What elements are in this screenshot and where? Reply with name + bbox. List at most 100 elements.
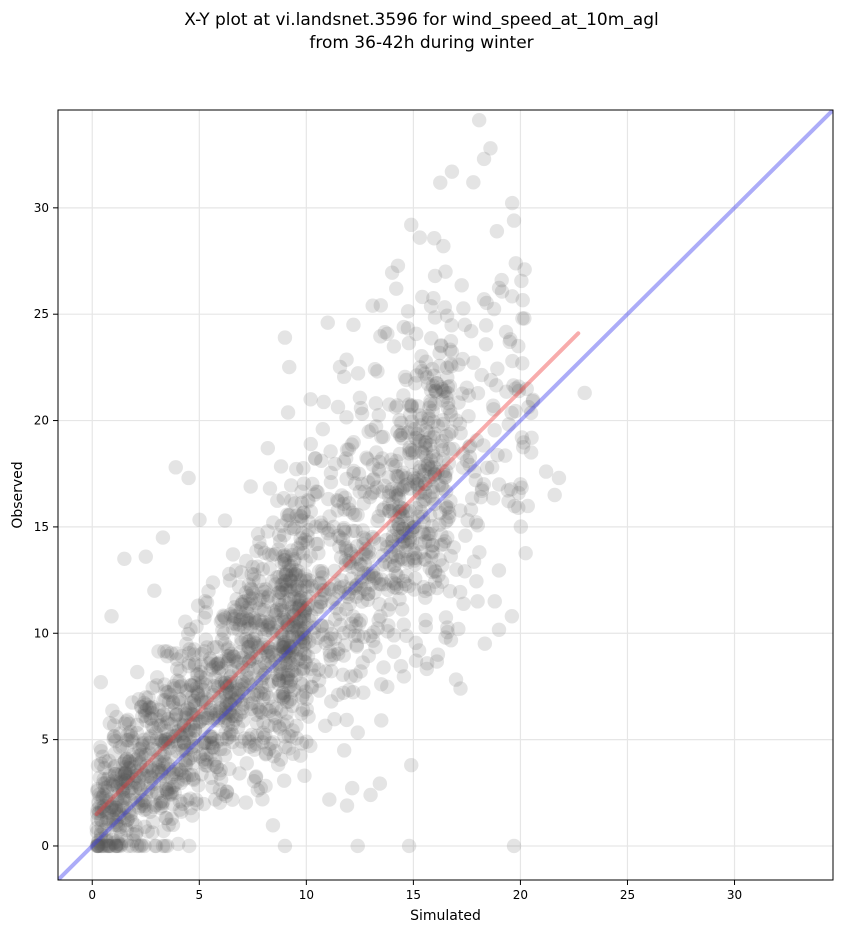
scatter-point: [330, 494, 346, 509]
scatter-point: [428, 564, 443, 579]
scatter-point: [251, 640, 266, 655]
scatter-point: [398, 568, 414, 584]
scatter-point: [387, 508, 403, 524]
scatter-point: [164, 787, 179, 802]
scatter-point: [222, 727, 237, 742]
scatter-point: [436, 384, 451, 399]
scatter-point: [240, 663, 255, 678]
scatter-point: [149, 752, 165, 768]
scatter-point: [164, 646, 179, 661]
scatter-point: [273, 752, 289, 767]
scatter-point: [179, 707, 194, 722]
scatter-point: [281, 508, 296, 523]
scatter-point: [91, 833, 106, 849]
scatter-point: [294, 676, 309, 691]
scatter-point: [281, 694, 297, 709]
scatter-point: [217, 701, 233, 717]
scatter-point: [94, 804, 110, 819]
scatter-point: [232, 741, 247, 757]
scatter-point: [380, 624, 395, 639]
scatter-point: [345, 684, 361, 700]
scatter-point: [304, 680, 320, 695]
scatter-point: [500, 483, 516, 498]
scatter-point: [156, 720, 172, 735]
scatter-point: [414, 364, 430, 379]
scatter-point: [100, 772, 115, 787]
scatter-point: [197, 710, 213, 726]
scatter-point: [132, 755, 148, 770]
scatter-point: [104, 800, 119, 816]
scatter-point: [278, 549, 294, 564]
scatter-point: [125, 695, 140, 710]
scatter-point: [438, 630, 453, 645]
scatter-point: [239, 603, 254, 618]
scatter-point: [284, 547, 300, 563]
scatter-point: [163, 687, 178, 703]
scatter-point: [327, 612, 343, 627]
scatter-point: [199, 595, 215, 610]
scatter-point: [419, 370, 435, 385]
scatter-point: [466, 175, 481, 190]
scatter-point: [361, 424, 376, 439]
scatter-point: [171, 691, 187, 706]
scatter-point: [208, 656, 224, 672]
scatter-point: [333, 550, 349, 565]
scatter-point: [402, 504, 417, 519]
scatter-point: [233, 656, 249, 671]
scatter-point: [277, 838, 293, 854]
scatter-point: [286, 521, 302, 537]
scatter-point: [376, 429, 391, 445]
scatter-point: [416, 579, 431, 595]
scatter-point: [94, 800, 110, 816]
scatter-point: [196, 796, 211, 812]
scatter-point: [354, 406, 370, 422]
scatter-point: [201, 656, 217, 671]
scatter-point: [145, 814, 161, 830]
scatter-point: [339, 352, 354, 367]
scatter-point: [143, 711, 158, 726]
scatter-point: [211, 664, 226, 679]
scatter-point: [217, 748, 233, 763]
scatter-point: [290, 579, 305, 595]
scatter-point: [245, 559, 260, 575]
scatter-point: [409, 550, 424, 566]
scatter-point: [344, 616, 359, 631]
scatter-point: [277, 729, 292, 744]
scatter-point: [281, 679, 296, 695]
scatter-points: [89, 112, 592, 854]
scatter-point: [212, 766, 227, 781]
scatter-point: [250, 783, 265, 798]
scatter-point: [443, 633, 459, 648]
scatter-point: [393, 504, 408, 519]
scatter-point: [218, 678, 233, 693]
scatter-point: [284, 644, 300, 660]
scatter-point: [124, 838, 140, 854]
scatter-point: [230, 719, 246, 735]
plot-frame: [57, 109, 834, 881]
scatter-point: [255, 735, 270, 750]
scatter-point: [478, 337, 494, 352]
scatter-point: [400, 321, 416, 336]
scatter-point: [455, 460, 471, 475]
scatter-point: [422, 400, 437, 415]
scatter-point: [373, 577, 389, 592]
scatter-point: [429, 385, 444, 400]
scatter-point: [413, 433, 428, 449]
y-tick-label: 15: [34, 520, 49, 534]
scatter-point: [244, 566, 259, 582]
scatter-point: [120, 727, 136, 742]
scatter-point: [344, 780, 360, 796]
scatter-point: [182, 642, 197, 657]
scatter-point: [243, 651, 258, 666]
scatter-point: [469, 574, 484, 589]
scatter-point: [511, 338, 526, 354]
scatter-point: [394, 529, 409, 544]
scatter-point: [338, 451, 354, 466]
scatter-point: [172, 802, 188, 817]
scatter-point: [389, 453, 404, 469]
scatter-point: [231, 622, 246, 637]
scatter-point: [472, 545, 487, 560]
scatter-point: [248, 615, 263, 630]
scatter-point: [239, 611, 254, 626]
scatter-point: [268, 743, 283, 759]
